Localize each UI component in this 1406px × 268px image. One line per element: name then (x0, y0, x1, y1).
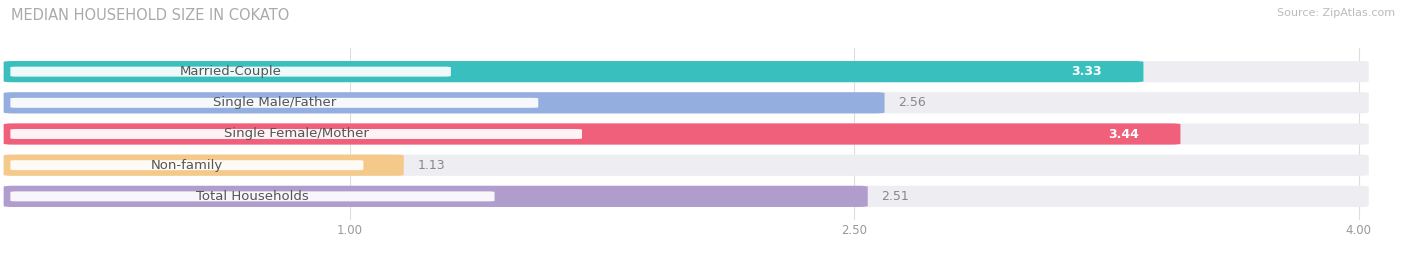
FancyBboxPatch shape (4, 92, 1368, 113)
FancyBboxPatch shape (4, 61, 1143, 82)
FancyBboxPatch shape (4, 186, 1368, 207)
Text: 2.56: 2.56 (898, 96, 925, 109)
FancyBboxPatch shape (4, 155, 1368, 176)
Text: Married-Couple: Married-Couple (180, 65, 281, 78)
FancyBboxPatch shape (10, 191, 495, 201)
FancyBboxPatch shape (1070, 126, 1177, 142)
Text: Single Male/Father: Single Male/Father (212, 96, 336, 109)
FancyBboxPatch shape (10, 98, 538, 108)
Text: Total Households: Total Households (195, 190, 309, 203)
Text: MEDIAN HOUSEHOLD SIZE IN COKATO: MEDIAN HOUSEHOLD SIZE IN COKATO (11, 8, 290, 23)
FancyBboxPatch shape (10, 129, 582, 139)
Text: 3.33: 3.33 (1071, 65, 1101, 78)
FancyBboxPatch shape (1032, 64, 1140, 80)
Text: 1.13: 1.13 (418, 159, 444, 172)
FancyBboxPatch shape (4, 61, 1368, 82)
FancyBboxPatch shape (4, 123, 1181, 145)
Text: Source: ZipAtlas.com: Source: ZipAtlas.com (1277, 8, 1395, 18)
FancyBboxPatch shape (4, 123, 1368, 145)
Text: Single Female/Mother: Single Female/Mother (224, 128, 368, 140)
Text: 3.44: 3.44 (1108, 128, 1139, 140)
Text: 2.51: 2.51 (882, 190, 908, 203)
Text: Non-family: Non-family (150, 159, 224, 172)
FancyBboxPatch shape (10, 67, 451, 77)
FancyBboxPatch shape (10, 160, 363, 170)
FancyBboxPatch shape (4, 155, 404, 176)
FancyBboxPatch shape (4, 92, 884, 113)
FancyBboxPatch shape (4, 186, 868, 207)
